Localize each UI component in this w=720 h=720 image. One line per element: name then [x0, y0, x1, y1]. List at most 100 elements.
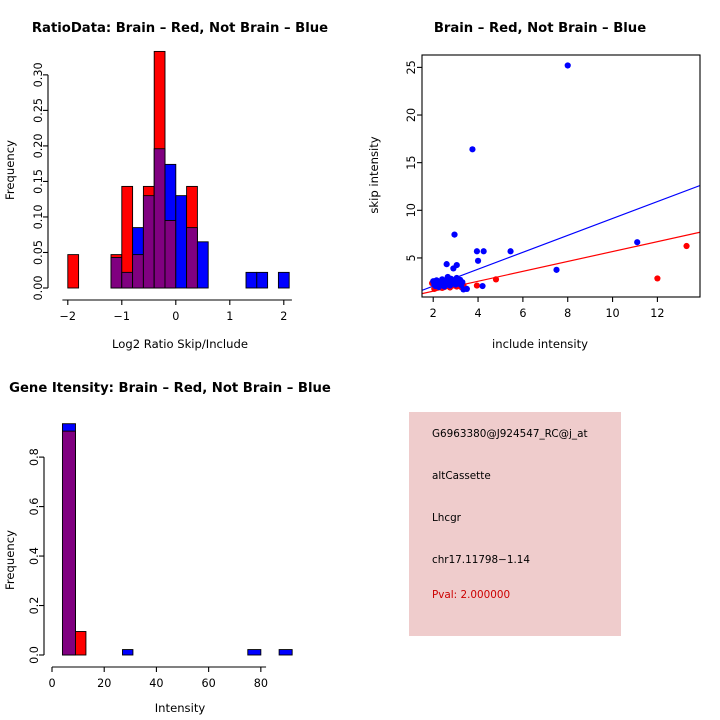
y-tick-label: 0.00	[32, 276, 45, 301]
x-tick-label: 2	[280, 310, 287, 323]
scatter-point	[474, 257, 482, 264]
info-gene-symbol: Lhcgr	[432, 512, 462, 524]
y-tick-label: 0.20	[32, 133, 45, 158]
histogram-bar-overlap	[142, 195, 155, 289]
x-tick-label: 1	[226, 310, 233, 323]
x-tick-label: 60	[202, 677, 216, 690]
info-svg: G6963380@J924547_RC@j_at altCassette Lhc…	[409, 412, 621, 636]
x-tick-label: 10	[605, 307, 619, 320]
x-tick-label: 12	[650, 307, 664, 320]
y-tick-label: 15	[405, 156, 418, 170]
scatter-svg: Brain – Red, Not Brain – Blue 2 4 6 8 10 12 5 1…	[367, 21, 701, 351]
gene-histogram-ylabel: Frequency	[3, 530, 17, 590]
scatter-xlabel: include intensity	[492, 337, 588, 351]
scatter-title: Brain – Red, Not Brain – Blue	[434, 21, 646, 36]
scatter-axes: 2 4 6 8 10 12 5 10 15 20 25	[405, 54, 701, 320]
x-tick-label: 80	[254, 677, 268, 690]
ratio-histogram-bars	[67, 50, 290, 289]
ratio-histogram-svg: RatioData: Brain – Red, Not Brain – Blue…	[3, 21, 328, 351]
panel-scatter: Brain – Red, Not Brain – Blue 2 4 6 8 10 12 5 1…	[360, 0, 720, 360]
y-tick-label: 0.2	[28, 597, 41, 615]
scatter-point	[473, 282, 481, 289]
y-tick-label: 0.8	[28, 448, 41, 466]
ratio-histogram-title: RatioData: Brain – Red, Not Brain – Blue	[32, 21, 328, 36]
histogram-bar	[67, 254, 80, 289]
y-tick-label: 0.10	[32, 204, 45, 229]
scatter-point	[480, 248, 487, 255]
gene-histogram-bars	[61, 423, 293, 656]
histogram-bar	[245, 271, 258, 289]
y-tick-label: 0.6	[28, 498, 41, 516]
histogram-bar-overlap	[132, 254, 144, 289]
scatter-ylabel: skip intensity	[367, 136, 381, 213]
y-tick-label: 0.4	[28, 547, 41, 565]
plot-box	[421, 54, 701, 298]
scatter-points	[422, 62, 700, 295]
x-tick-label: 20	[97, 677, 111, 690]
scatter-point	[654, 275, 661, 282]
histogram-bar	[277, 271, 290, 289]
histogram-bar-overlap	[121, 271, 134, 289]
regression-line	[422, 184, 700, 291]
scatter-point	[453, 261, 460, 269]
scatter-point	[507, 248, 514, 255]
info-panel-background	[409, 412, 621, 636]
y-tick-label: 20	[405, 108, 418, 122]
gene-histogram-svg: Gene Itensity: Brain – Red, Not Brain – …	[3, 381, 331, 715]
histogram-bar	[196, 241, 209, 289]
x-tick-label: 0	[48, 677, 55, 690]
ratio-histogram-ylabel: Frequency	[3, 140, 17, 200]
histogram-bar-overlap	[61, 430, 76, 656]
info-locus: chr17.11798−1.14	[432, 554, 530, 566]
scatter-point	[443, 261, 450, 268]
x-tick-label: 40	[149, 677, 163, 690]
y-tick-label: 10	[405, 203, 418, 217]
histogram-bar	[256, 271, 269, 289]
x-tick-label: 6	[519, 307, 526, 320]
gene-histogram-title: Gene Itensity: Brain – Red, Not Brain – …	[9, 381, 331, 396]
scatter-point	[459, 279, 466, 286]
x-tick-label: 8	[564, 307, 571, 320]
ratio-histogram-xlabel: Log2 Ratio Skip/Include	[112, 337, 248, 351]
y-tick-label: 25	[405, 60, 418, 74]
ratio-histogram-axes: −2 −1 0 1 2 0.00 0.05 0.10 0.15 0.20 0.25 0.30	[32, 62, 292, 323]
info-probe-id: G6963380@J924547_RC@j_at	[432, 428, 588, 440]
scatter-point	[683, 242, 690, 250]
regression-line	[422, 231, 700, 295]
scatter-point	[634, 239, 641, 246]
scatter-point	[492, 276, 500, 283]
histogram-bar	[278, 649, 293, 656]
info-pval: Pval: 2.000000	[432, 589, 510, 601]
x-tick-label: 0	[172, 310, 179, 323]
y-tick-label: 0.05	[32, 240, 45, 265]
y-tick-label: 5	[405, 254, 418, 261]
scatter-point	[479, 282, 486, 290]
scatter-point	[469, 146, 476, 153]
y-tick-label: 0.0	[28, 646, 41, 664]
histogram-bar	[247, 649, 262, 656]
x-tick-label: −1	[114, 310, 131, 323]
y-tick-label: 0.15	[32, 169, 45, 194]
gene-histogram-xlabel: Intensity	[155, 701, 206, 715]
panel-gene-histogram: Gene Itensity: Brain – Red, Not Brain – …	[0, 360, 360, 720]
x-tick-label: 4	[474, 307, 481, 320]
histogram-bar-overlap	[164, 220, 177, 289]
scatter-point	[451, 231, 458, 238]
y-tick-label: 0.25	[32, 98, 45, 123]
panel-info: G6963380@J924547_RC@j_at altCassette Lhc…	[360, 360, 720, 720]
info-event-type: altCassette	[432, 470, 491, 482]
histogram-bar	[175, 195, 188, 289]
histogram-bar	[122, 649, 134, 656]
histogram-bar-overlap	[110, 257, 123, 289]
x-tick-label: 2	[430, 307, 437, 320]
histogram-bar	[75, 631, 87, 656]
y-tick-label: 0.30	[32, 62, 45, 87]
scatter-point	[473, 248, 481, 255]
scatter-point	[553, 266, 560, 273]
scatter-point	[564, 62, 571, 69]
x-tick-label: −2	[60, 310, 77, 323]
histogram-bar-overlap	[153, 148, 166, 289]
histogram-bar-overlap	[186, 227, 198, 289]
gene-histogram-axes: 0 20 40 60 80 0.0 0.2 0.4 0.6 0.8	[28, 448, 268, 690]
